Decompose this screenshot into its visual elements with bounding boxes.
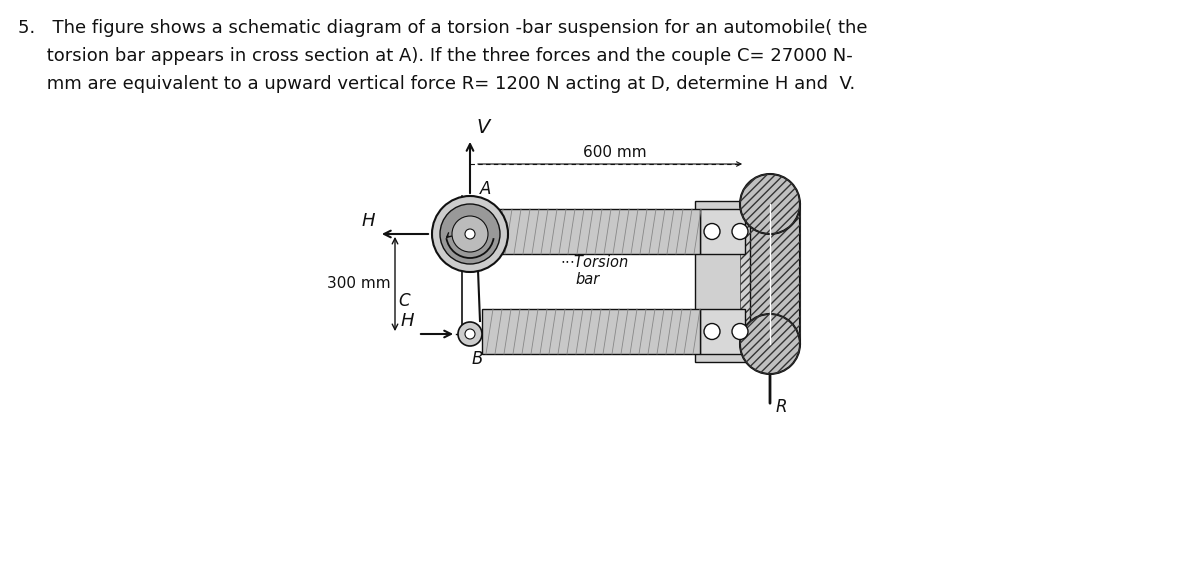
Text: H: H — [401, 312, 414, 330]
Text: torsion bar appears in cross section at A). If the three forces and the couple C: torsion bar appears in cross section at … — [18, 47, 853, 65]
Text: V: V — [476, 118, 490, 137]
Text: C: C — [398, 292, 409, 310]
Text: D: D — [776, 352, 788, 370]
Text: $\cdot$$\cdot$$\cdot$Torsion: $\cdot$$\cdot$$\cdot$Torsion — [560, 254, 629, 270]
Circle shape — [440, 204, 500, 264]
Circle shape — [704, 223, 720, 240]
Text: 5.   The figure shows a schematic diagram of a torsion -bar suspension for an au: 5. The figure shows a schematic diagram … — [18, 19, 868, 37]
Circle shape — [732, 223, 748, 240]
Ellipse shape — [740, 314, 800, 374]
Text: mm are equivalent to a upward vertical force R= 1200 N acting at D, determine H : mm are equivalent to a upward vertical f… — [18, 75, 856, 93]
Polygon shape — [700, 309, 745, 354]
Circle shape — [732, 324, 748, 340]
Text: B: B — [472, 350, 484, 368]
Ellipse shape — [740, 174, 800, 234]
Text: H: H — [361, 212, 374, 230]
Polygon shape — [740, 204, 800, 344]
Text: 300 mm: 300 mm — [328, 276, 391, 292]
Text: A: A — [480, 180, 491, 198]
Circle shape — [704, 324, 720, 340]
Polygon shape — [695, 201, 750, 362]
Circle shape — [432, 196, 508, 272]
Circle shape — [452, 216, 488, 252]
Polygon shape — [482, 309, 700, 354]
Text: bar: bar — [575, 271, 599, 287]
Polygon shape — [700, 209, 745, 254]
Text: R: R — [776, 398, 787, 416]
Circle shape — [466, 329, 475, 339]
Circle shape — [458, 322, 482, 346]
Polygon shape — [492, 209, 700, 254]
Text: 600 mm: 600 mm — [583, 145, 647, 160]
Circle shape — [466, 229, 475, 239]
